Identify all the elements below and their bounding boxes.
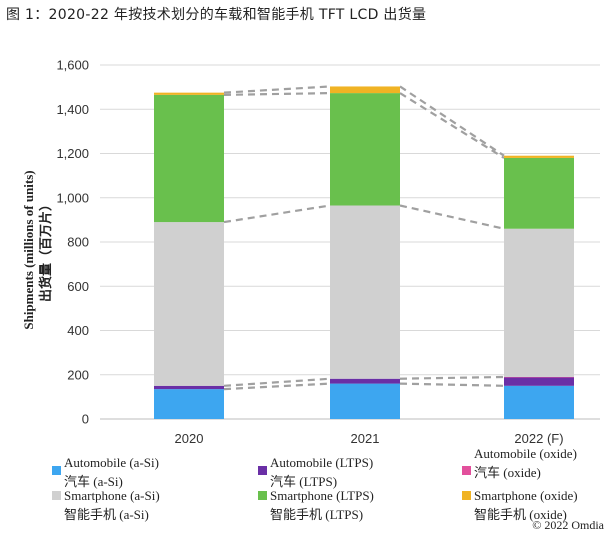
bar-segment-auto_asi <box>154 389 224 419</box>
legend-label: Automobile (oxide) <box>474 446 577 461</box>
connector-line <box>399 92 505 159</box>
bar-segment-smart_oxide <box>330 86 400 94</box>
legend-label-cn: 汽车 (a-Si) <box>64 474 123 489</box>
y-tick-label: 0 <box>82 412 89 427</box>
bar-segment-auto_ltps <box>504 377 574 386</box>
bar-segment-auto_ltps <box>154 385 224 390</box>
bar-segment-smart_oxide <box>154 92 224 95</box>
connector-line <box>399 85 505 157</box>
copyright: © 2022 Omdia <box>532 518 604 532</box>
bar-segment-auto_oxide <box>504 376 574 378</box>
legend-swatch <box>462 466 471 475</box>
bar-segment-smart_asi <box>154 222 224 386</box>
legend-label-cn: 智能手机 (a-Si) <box>64 507 149 522</box>
legend-label: Smartphone (oxide) <box>474 488 578 503</box>
bar-segment-smart_oxide <box>504 155 574 158</box>
legend-label-cn: 汽车 (LTPS) <box>270 474 338 489</box>
connector-line <box>223 204 331 224</box>
legend-label: Smartphone (LTPS) <box>270 488 374 503</box>
bar-segment-auto_asi <box>504 385 574 419</box>
y-tick-label: 600 <box>67 279 89 294</box>
legend-swatch <box>258 491 267 500</box>
x-axis-categories: 2020 2021 2022 (F) <box>175 431 564 446</box>
y-tick-label: 400 <box>67 323 89 338</box>
x-category-label: 2021 <box>351 431 380 446</box>
legend-label: Automobile (a-Si) <box>64 455 159 470</box>
connector-line <box>399 204 505 230</box>
y-axis-label: Shipments (millions of units) <box>21 170 36 329</box>
x-category-label: 2020 <box>175 431 204 446</box>
legend-label: Smartphone (a-Si) <box>64 488 160 503</box>
connector-line <box>223 85 331 94</box>
y-tick-label: 200 <box>67 367 89 382</box>
legend-label-cn: 智能手机 (oxide) <box>474 507 567 522</box>
y-tick-label: 1,600 <box>56 58 89 73</box>
legend-swatch <box>258 466 267 475</box>
connector-line <box>223 377 331 387</box>
y-axis-label-cn: 出货量（百万片） <box>38 198 53 302</box>
figure-title: 图 1：2020-22 年按技术划分的车载和智能手机 TFT LCD 出货量 <box>6 7 427 23</box>
y-tick-label: 1,400 <box>56 102 89 117</box>
legend-label-cn: 汽车 (oxide) <box>474 465 541 480</box>
connector-lines <box>223 85 505 391</box>
y-axis-ticks: 0 200 400 600 800 1,000 1,200 1,400 1,600 <box>56 58 89 427</box>
connector-line <box>399 375 505 380</box>
y-tick-label: 800 <box>67 235 89 250</box>
bar-segment-smart_asi <box>330 205 400 379</box>
x-category-label: 2022 (F) <box>514 431 563 446</box>
legend-label-cn: 智能手机 (LTPS) <box>270 507 364 522</box>
legend-label: Automobile (LTPS) <box>270 455 374 470</box>
bar-segment-smart_asi <box>504 228 574 377</box>
legend-swatch <box>52 491 61 500</box>
legend-swatch <box>52 466 61 475</box>
connector-line <box>399 382 505 387</box>
bar-segment-auto_ltps <box>330 378 400 384</box>
bar-segment-smart_ltps <box>154 94 224 223</box>
y-tick-label: 1,000 <box>56 190 89 205</box>
connector-line <box>223 382 331 391</box>
y-tick-label: 1,200 <box>56 146 89 161</box>
legend-swatch <box>462 491 471 500</box>
bar-segment-smart_ltps <box>330 93 400 206</box>
bars <box>154 86 574 419</box>
connector-line <box>223 91 331 96</box>
bar-segment-auto_asi <box>330 383 400 419</box>
bar-segment-smart_ltps <box>504 157 574 229</box>
